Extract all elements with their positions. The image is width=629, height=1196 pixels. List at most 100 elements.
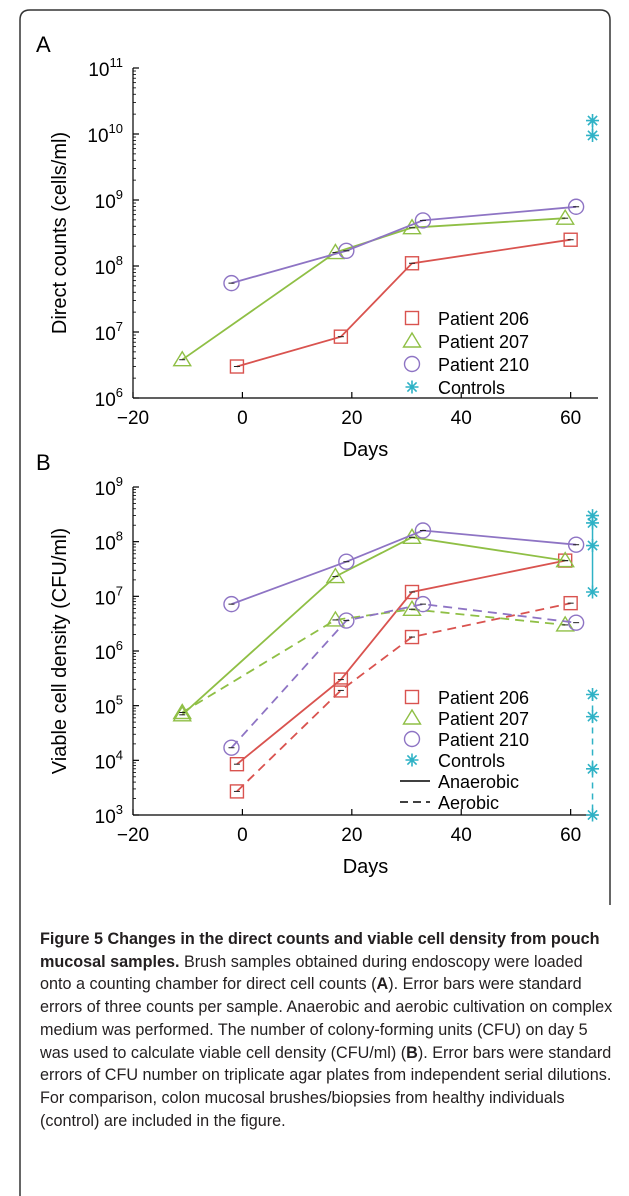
data-point <box>404 584 420 600</box>
series-controls <box>586 114 600 142</box>
series-line <box>231 205 577 284</box>
y-axis-label: Direct counts (cells/ml) <box>49 132 71 334</box>
y-tick-label: 104 <box>95 747 123 773</box>
series-patient-206 <box>229 232 578 374</box>
legend-marker <box>402 331 422 348</box>
data-point <box>229 784 245 799</box>
series-controls-aerobic <box>586 688 600 822</box>
data-point <box>414 595 432 613</box>
data-point <box>555 208 575 225</box>
y-tick-label: 1010 <box>87 121 123 147</box>
data-point <box>586 688 600 702</box>
series-patient-206-aerobic <box>229 595 578 799</box>
data-point <box>223 739 240 756</box>
data-point <box>333 672 349 687</box>
data-point <box>563 595 578 611</box>
series-patient-210-anaerobic <box>223 522 585 613</box>
y-tick-label: 1011 <box>88 55 123 81</box>
data-point <box>338 612 355 629</box>
legend-label: Patient 210 <box>438 730 529 750</box>
data-point <box>555 615 575 632</box>
legend-marker <box>403 355 421 373</box>
figure-border <box>19 9 611 1196</box>
x-tick-label: 60 <box>560 825 581 846</box>
data-point <box>333 329 349 344</box>
data-point <box>586 114 600 128</box>
figure-caption: Figure 5 Changes in the direct counts an… <box>40 928 615 1132</box>
caption-ref-b: B <box>406 1043 418 1062</box>
legend-marker <box>405 380 419 394</box>
panel-a: A −20 0 20 40 60 106 107 108 109 1010 1011 Days Direc… <box>36 32 600 461</box>
legend-marker <box>402 708 422 725</box>
y-tick-label: 108 <box>95 253 123 279</box>
caption-text-3: ). Error bars were standard errors of CF… <box>40 1043 612 1130</box>
panel-label: A <box>36 32 51 57</box>
data-point <box>172 705 192 722</box>
data-point <box>414 212 432 229</box>
data-point <box>338 242 355 259</box>
series-patient-210 <box>223 198 585 292</box>
data-point <box>555 551 575 568</box>
y-tick-label: 105 <box>95 693 123 719</box>
caption-ref-a: A <box>376 975 389 994</box>
y-tick-label: 109 <box>95 187 123 213</box>
data-point <box>567 198 585 215</box>
data-point <box>586 128 600 142</box>
legend-label: Patient 206 <box>438 688 529 708</box>
legend-label: Anaerobic <box>438 772 519 792</box>
series-line <box>236 238 571 368</box>
x-axis-label: Days <box>343 856 389 878</box>
x-tick-label: 0 <box>237 825 248 846</box>
data-point <box>223 595 240 613</box>
legend-label: Patient 207 <box>438 332 529 352</box>
y-axis-label: Viable cell density (CFU/ml) <box>49 528 71 774</box>
series-line <box>236 559 566 765</box>
legend-marker <box>404 689 420 705</box>
data-point <box>338 553 355 570</box>
data-point <box>404 256 420 271</box>
data-point <box>172 703 192 720</box>
series-line <box>231 529 577 605</box>
series-controls-anaerobic <box>586 509 600 599</box>
x-tick-label: 0 <box>237 408 248 429</box>
legend-label: Patient 207 <box>438 709 529 729</box>
data-point <box>567 536 585 553</box>
y-tick-label: 106 <box>95 638 123 664</box>
caption-text-1: Brush samples obtained during endoscopy … <box>40 952 583 994</box>
data-point <box>563 232 578 247</box>
legend-label: Aerobic <box>438 793 499 813</box>
series-patient-210-aerobic <box>223 595 585 756</box>
legend-marker <box>404 310 420 326</box>
data-point <box>586 762 600 776</box>
y-tick-label: 107 <box>95 319 123 345</box>
legend-marker <box>403 730 421 748</box>
y-tick-label: 106 <box>95 385 123 411</box>
series-patient-207-anaerobic <box>172 527 575 722</box>
x-tick-label: 40 <box>451 408 472 429</box>
series-line <box>181 536 566 716</box>
caption-text-2: ). Error bars were standard errors of th… <box>40 975 613 1062</box>
series-line <box>230 603 577 749</box>
data-point <box>586 585 600 599</box>
legend-label: Controls <box>438 378 505 398</box>
data-point <box>229 756 245 772</box>
data-point <box>586 710 600 724</box>
data-point <box>325 243 346 260</box>
y-tick-label: 109 <box>95 474 123 500</box>
data-point <box>586 509 600 523</box>
legend-label: Controls <box>438 751 505 771</box>
y-tick-label: 103 <box>95 802 123 828</box>
panel-label: B <box>36 450 51 475</box>
x-tick-label: −20 <box>117 825 149 846</box>
data-point <box>333 683 349 698</box>
data-point <box>414 522 432 539</box>
data-point <box>172 350 192 367</box>
x-tick-label: 40 <box>451 825 472 846</box>
y-tick-label: 108 <box>95 529 123 555</box>
data-point <box>586 516 600 530</box>
data-point <box>586 539 600 553</box>
x-axis-label: Days <box>343 439 389 461</box>
